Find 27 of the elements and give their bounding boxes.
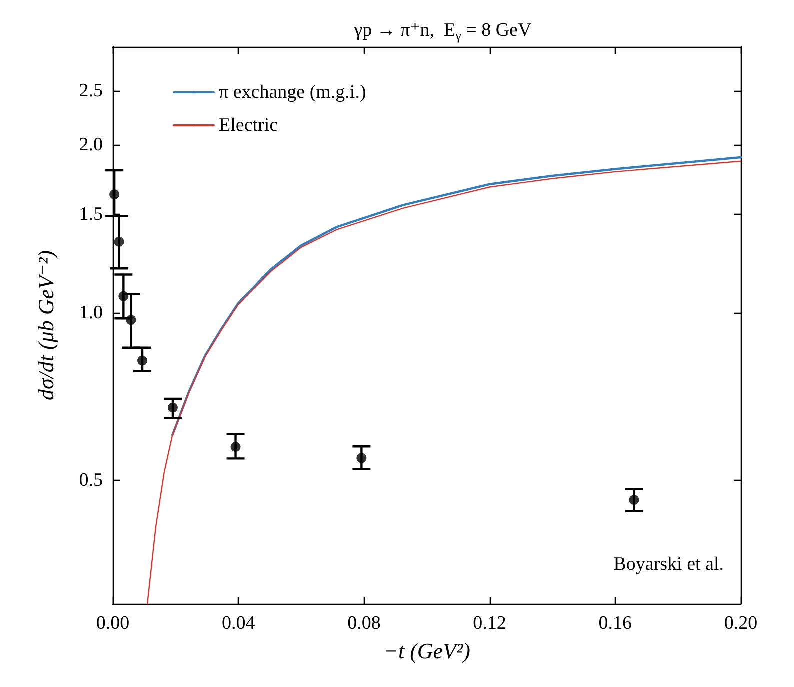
y-tick-label: 1.5 <box>79 204 103 226</box>
y-axis-title: dσ/dt (μb GeV⁻²) <box>34 250 58 401</box>
point <box>230 442 241 452</box>
line-series <box>146 160 742 605</box>
x-tick-label: 0.16 <box>598 613 632 634</box>
x-tick-label: 0.08 <box>348 613 381 634</box>
point <box>114 236 124 247</box>
point <box>126 315 136 326</box>
y-tick-label: 2.5 <box>79 80 103 102</box>
point <box>118 291 129 302</box>
line-series <box>172 156 742 436</box>
x-tick-label: 0.12 <box>473 613 506 634</box>
y-tick-label: 2.0 <box>79 134 103 156</box>
point <box>138 356 148 366</box>
text: Boyarski et al. <box>614 554 724 575</box>
point <box>110 190 120 200</box>
legend-label: π exchange (m.g.i.) <box>219 82 366 103</box>
x-axis-title: −t (GeV²) <box>384 638 470 664</box>
y-tick-label: 0.5 <box>79 470 103 491</box>
point <box>168 402 178 413</box>
y-tick-label: 1.0 <box>79 302 103 324</box>
point <box>356 453 367 464</box>
x-tick-label: 0.20 <box>724 613 758 634</box>
x-tick-label: 0.00 <box>96 613 130 634</box>
legend-label: Electric <box>219 115 278 136</box>
point <box>629 495 640 506</box>
x-tick-label: 0.04 <box>222 613 256 634</box>
